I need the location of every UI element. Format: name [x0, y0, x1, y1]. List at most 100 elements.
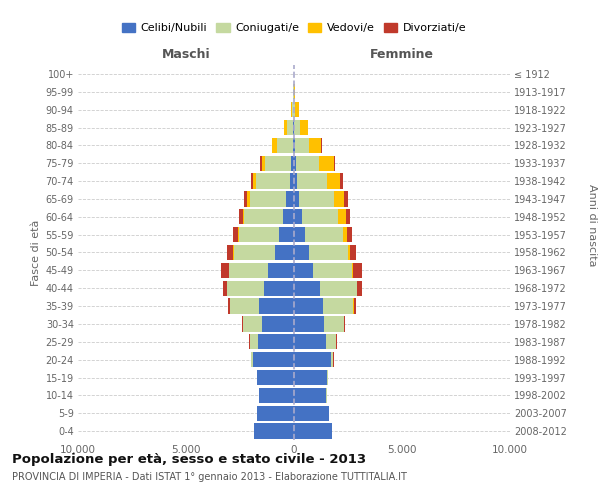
- Bar: [294, 138, 295, 153]
- Bar: [357, 280, 362, 296]
- Bar: [283, 209, 294, 224]
- Bar: [294, 424, 332, 438]
- Bar: [286, 192, 294, 206]
- Bar: [309, 138, 321, 153]
- Bar: [229, 298, 230, 314]
- Bar: [294, 263, 313, 278]
- Text: Anni di nascita: Anni di nascita: [587, 184, 597, 266]
- Bar: [233, 245, 275, 260]
- Bar: [242, 209, 244, 224]
- Bar: [292, 156, 294, 171]
- Bar: [326, 334, 336, 349]
- Bar: [259, 334, 294, 349]
- Bar: [353, 263, 362, 278]
- Bar: [338, 209, 346, 224]
- Bar: [256, 174, 290, 188]
- Bar: [291, 102, 292, 117]
- Bar: [296, 156, 319, 171]
- Bar: [251, 174, 253, 188]
- Bar: [257, 370, 294, 385]
- Bar: [294, 370, 328, 385]
- Bar: [294, 316, 324, 332]
- Bar: [294, 209, 302, 224]
- Bar: [300, 120, 308, 135]
- Bar: [348, 245, 350, 260]
- Bar: [324, 316, 344, 332]
- Bar: [239, 227, 279, 242]
- Bar: [242, 316, 243, 332]
- Bar: [239, 209, 242, 224]
- Bar: [294, 406, 329, 421]
- Bar: [262, 156, 265, 171]
- Legend: Celibi/Nubili, Coniugati/e, Vedovi/e, Divorziati/e: Celibi/Nubili, Coniugati/e, Vedovi/e, Di…: [118, 18, 470, 38]
- Bar: [327, 174, 340, 188]
- Bar: [305, 227, 343, 242]
- Bar: [344, 192, 347, 206]
- Bar: [340, 174, 343, 188]
- Bar: [294, 388, 326, 403]
- Bar: [259, 388, 294, 403]
- Bar: [260, 156, 262, 171]
- Bar: [233, 227, 238, 242]
- Bar: [313, 263, 352, 278]
- Bar: [320, 280, 356, 296]
- Bar: [347, 227, 352, 242]
- Bar: [230, 298, 259, 314]
- Bar: [334, 192, 344, 206]
- Bar: [295, 102, 299, 117]
- Bar: [353, 298, 356, 314]
- Bar: [293, 138, 294, 153]
- Text: Femmine: Femmine: [370, 48, 434, 62]
- Bar: [294, 102, 295, 117]
- Bar: [268, 263, 294, 278]
- Bar: [223, 280, 227, 296]
- Bar: [294, 192, 299, 206]
- Bar: [294, 334, 326, 349]
- Bar: [265, 156, 292, 171]
- Bar: [272, 138, 277, 153]
- Bar: [299, 192, 334, 206]
- Bar: [259, 298, 294, 314]
- Bar: [253, 352, 294, 367]
- Bar: [254, 424, 294, 438]
- Bar: [277, 138, 293, 153]
- Bar: [294, 280, 320, 296]
- Bar: [221, 263, 229, 278]
- Bar: [295, 138, 309, 153]
- Bar: [331, 352, 334, 367]
- Bar: [238, 227, 239, 242]
- Text: PROVINCIA DI IMPERIA - Dati ISTAT 1° gennaio 2013 - Elaborazione TUTTITALIA.IT: PROVINCIA DI IMPERIA - Dati ISTAT 1° gen…: [12, 472, 407, 482]
- Bar: [279, 227, 294, 242]
- Bar: [257, 406, 294, 421]
- Bar: [344, 316, 345, 332]
- Bar: [309, 245, 348, 260]
- Text: Popolazione per età, sesso e stato civile - 2013: Popolazione per età, sesso e stato civil…: [12, 452, 366, 466]
- Bar: [264, 280, 294, 296]
- Bar: [295, 120, 300, 135]
- Bar: [294, 352, 331, 367]
- Bar: [321, 138, 322, 153]
- Bar: [253, 174, 256, 188]
- Bar: [243, 316, 262, 332]
- Bar: [294, 227, 305, 242]
- Bar: [346, 209, 350, 224]
- Bar: [250, 334, 259, 349]
- Bar: [250, 192, 286, 206]
- Bar: [227, 280, 264, 296]
- Bar: [262, 316, 294, 332]
- Text: Maschi: Maschi: [161, 48, 211, 62]
- Bar: [302, 209, 338, 224]
- Bar: [287, 120, 293, 135]
- Bar: [284, 120, 287, 135]
- Bar: [290, 174, 294, 188]
- Bar: [244, 209, 283, 224]
- Bar: [294, 245, 309, 260]
- Bar: [323, 298, 353, 314]
- Bar: [247, 192, 250, 206]
- Bar: [244, 192, 247, 206]
- Bar: [229, 263, 268, 278]
- Bar: [334, 156, 335, 171]
- Bar: [343, 227, 347, 242]
- Bar: [251, 352, 253, 367]
- Bar: [294, 174, 297, 188]
